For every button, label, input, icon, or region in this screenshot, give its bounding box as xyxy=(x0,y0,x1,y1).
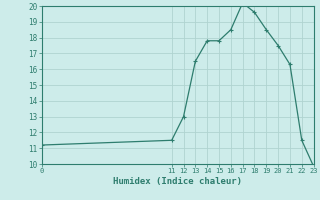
X-axis label: Humidex (Indice chaleur): Humidex (Indice chaleur) xyxy=(113,177,242,186)
